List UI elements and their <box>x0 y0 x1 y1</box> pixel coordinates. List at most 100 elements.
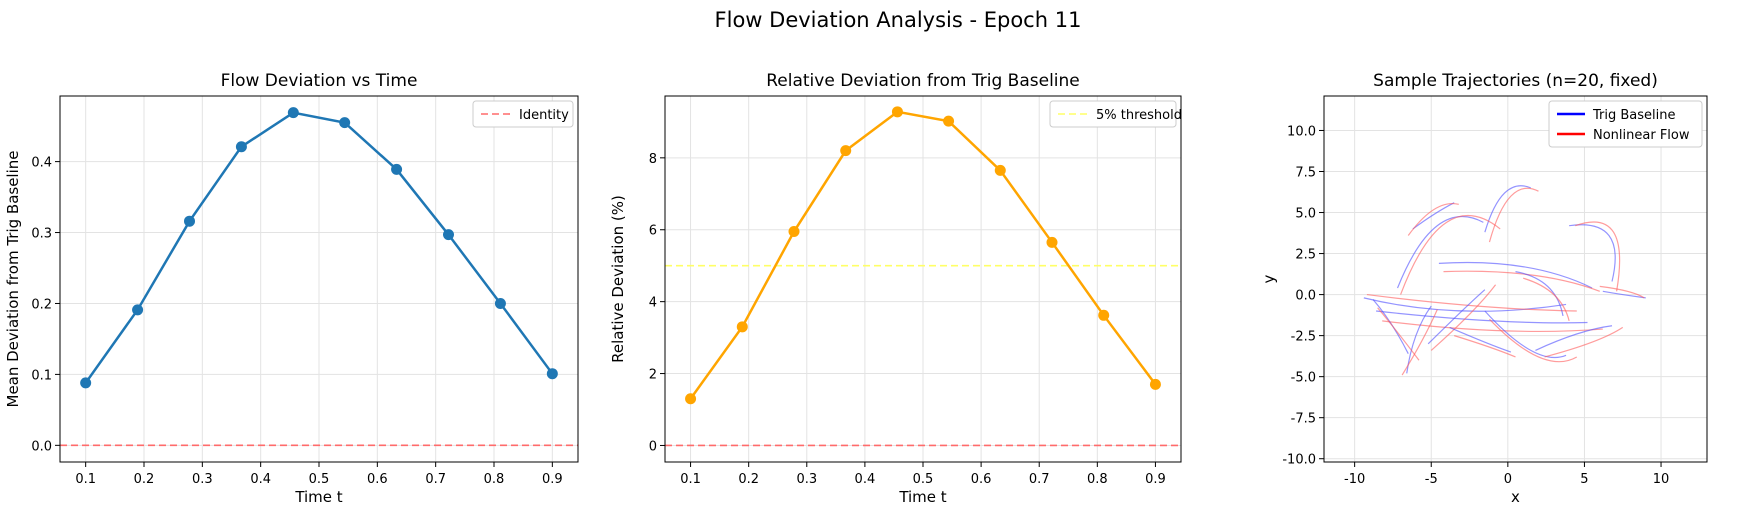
legend-box <box>1049 100 1177 128</box>
y-tick-label: 0.4 <box>31 156 52 171</box>
chart-title: Flow Deviation vs Time <box>221 71 418 91</box>
series-line <box>689 110 1157 400</box>
data-point <box>1046 236 1058 248</box>
x-tick-label: 0.9 <box>1145 472 1166 487</box>
data-point <box>494 297 506 309</box>
x-tick-label: 5 <box>1580 472 1588 487</box>
series-line <box>84 111 554 384</box>
y-tick-label: 0.1 <box>31 368 52 383</box>
y-tick-label: 4 <box>649 296 657 311</box>
chart-title: Sample Trajectories (n=20, fixed) <box>1373 71 1658 91</box>
axes-frame <box>1323 95 1708 463</box>
x-axis-label: Time t <box>294 488 342 506</box>
x-tick-label: 0.8 <box>1087 472 1108 487</box>
data-point <box>443 229 454 241</box>
y-tick-label: 2.5 <box>1295 248 1316 263</box>
y-tick-label: 0.3 <box>31 227 52 242</box>
y-axis-label: Relative Deviation (%) <box>609 195 627 363</box>
x-tick-label: 0.4 <box>250 472 271 487</box>
x-tick-label: 10 <box>1653 472 1670 487</box>
trajectory-curve <box>1396 216 1484 289</box>
trajectory-curve <box>1488 187 1539 243</box>
data-point <box>391 163 403 175</box>
y-tick-label: -2.5 <box>1291 330 1316 345</box>
x-tick-label: 0.2 <box>738 472 759 487</box>
x-tick-label: 0.4 <box>855 472 876 487</box>
trajectory-curve <box>1376 310 1588 324</box>
y-tick-label: 7.5 <box>1295 165 1316 180</box>
trajectory-curve <box>1401 309 1438 376</box>
trajectory-curve <box>1489 318 1578 363</box>
legend-box <box>1548 100 1703 148</box>
data-point <box>132 304 144 316</box>
y-tick-label: -5.0 <box>1291 371 1316 386</box>
data-point <box>994 164 1006 176</box>
trajectory-curve <box>1412 202 1455 230</box>
trajectory-curve <box>1602 290 1646 299</box>
trajectory-curve <box>1377 307 1420 361</box>
x-tick-label: 0.5 <box>913 472 934 487</box>
legend-label: Trig Baseline <box>1592 108 1676 123</box>
x-tick-label: 0.1 <box>680 472 701 487</box>
y-tick-label: 8 <box>649 152 657 167</box>
y-tick-label: 0.0 <box>31 439 52 454</box>
chart-relative-deviation: 0.1 0.2 0.3 0.4 0.5 0.6 0.7 0.8 0.9 0 2 4 6 8 Relative… <box>609 71 1182 506</box>
x-axis-label: Time t <box>898 488 946 506</box>
trajectory-curve <box>1575 221 1621 292</box>
axes-frame <box>59 95 579 463</box>
data-point <box>287 107 299 119</box>
x-tick-label: 0.3 <box>796 472 817 487</box>
trajectory-curve <box>1544 326 1624 358</box>
trajectory-curve <box>1535 325 1613 351</box>
chart-sample-trajectories: -10 -5 0 5 10 -10.0 -7.5 -5.0 -2.5 0.0 2.5 5.0 7.5 10… <box>1260 71 1708 506</box>
data-point <box>943 115 955 127</box>
data-point <box>685 393 697 405</box>
trajectory-curve <box>1438 261 1593 289</box>
trajectory-curve <box>1407 202 1459 236</box>
y-tick-label: 5.0 <box>1295 207 1316 222</box>
data-point <box>546 368 558 380</box>
y-tick-label: 2 <box>649 368 657 383</box>
data-point <box>840 145 852 157</box>
data-point <box>184 215 195 227</box>
legend-label: Nonlinear Flow <box>1593 128 1690 143</box>
x-tick-label: 0.1 <box>75 472 96 487</box>
trajectory-curve <box>1515 271 1564 317</box>
trajectory-curve <box>1569 224 1616 282</box>
legend-label: 5% threshold <box>1096 108 1182 123</box>
trajectory-curve <box>1382 320 1603 333</box>
y-axis-label: Mean Deviation from Trig Baseline <box>4 150 22 407</box>
x-tick-label: -10 <box>1344 472 1365 487</box>
x-tick-label: 0.7 <box>1029 472 1050 487</box>
data-point <box>339 117 351 129</box>
x-tick-label: 0.6 <box>971 472 992 487</box>
chart-title: Relative Deviation from Trig Baseline <box>766 71 1080 91</box>
data-point <box>736 321 748 333</box>
trajectory-curve <box>1449 326 1512 353</box>
chart-flow-deviation: 0.1 0.2 0.3 0.4 0.5 0.6 0.7 0.8 0.9 0.0 0.1 0.2 0.3 0… <box>4 71 579 506</box>
x-tick-label: -5 <box>1425 472 1438 487</box>
y-tick-label: 10.0 <box>1287 124 1316 139</box>
data-point <box>235 141 247 153</box>
data-point <box>891 106 903 118</box>
trajectory-curve <box>1443 270 1600 292</box>
trajectory-curve <box>1522 277 1570 321</box>
data-point <box>80 377 92 389</box>
trajectory-curve <box>1427 289 1486 345</box>
trajectory-curve <box>1454 335 1516 358</box>
y-tick-label: 0 <box>649 439 657 454</box>
trajectory-curve <box>1366 293 1577 312</box>
trajectory-curve <box>1599 285 1645 299</box>
trajectory-curve <box>1400 214 1501 295</box>
data-point <box>1098 309 1110 321</box>
x-axis-label: x <box>1511 488 1520 506</box>
figure-suptitle: Flow Deviation Analysis - Epoch 11 <box>715 8 1082 32</box>
legend-box <box>472 100 574 128</box>
x-tick-label: 0.5 <box>309 472 330 487</box>
legend-label: Identity <box>519 108 569 123</box>
y-tick-label: 6 <box>649 224 657 239</box>
x-tick-label: 0.9 <box>542 472 563 487</box>
trajectory-curve <box>1484 310 1567 359</box>
y-tick-label: -10.0 <box>1282 453 1316 468</box>
